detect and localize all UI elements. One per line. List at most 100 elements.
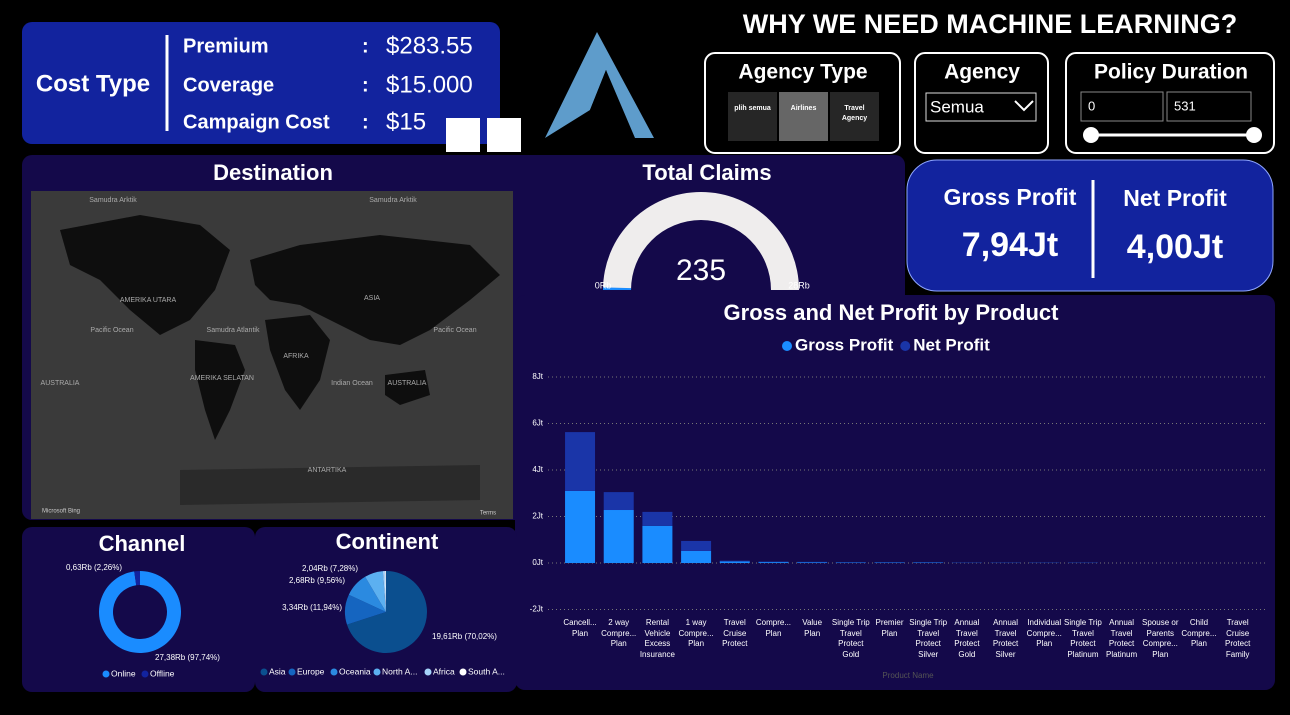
legend-label: South A... [468, 666, 505, 676]
map-label: AUSTRALIA [41, 380, 80, 387]
x-tick-label: Individual Compre... Plan [1026, 618, 1062, 648]
panel-title: Continent [336, 529, 439, 554]
y-tick-label: 0Jt [532, 558, 543, 567]
filter-option-label: Travel Agency [841, 105, 868, 122]
x-tick-label-box: Spouse or Parents Compre... Plan [1142, 618, 1179, 659]
map-label: Samudra Atlantik [207, 327, 260, 334]
x-tick-label: 1 way Compre... Plan [678, 618, 714, 648]
filter-title: Agency [944, 61, 1020, 84]
legend-marker [330, 668, 338, 676]
x-tick-label: Spouse or Parents Compre... Plan [1142, 618, 1179, 659]
cost-value: $15 [386, 108, 426, 135]
x-tick-label: Cancell... Plan [563, 618, 597, 638]
gauge-tick-label: 28Rb [788, 280, 810, 290]
bar-segment [719, 561, 750, 564]
gauge-value-label: 235 [676, 254, 726, 287]
filter-option[interactable] [728, 92, 777, 141]
x-tick-label-box: Single Trip Travel Protect Silver [909, 618, 948, 659]
legend-marker [424, 668, 432, 676]
cost-value: $283.55 [386, 32, 473, 59]
data-label: 27,38Rb (97,74%) [155, 653, 220, 662]
x-tick-label-box: Single Trip Travel Protect Gold [832, 618, 870, 659]
legend-marker [141, 670, 149, 678]
x-tick-label: Value Plan [802, 618, 823, 638]
legend-marker [900, 341, 911, 351]
panel-title: Channel [99, 531, 186, 556]
kpi-label: Gross Profit [944, 184, 1077, 210]
legend-label: Europe [297, 666, 325, 676]
slider-handle[interactable] [1083, 127, 1099, 143]
x-tick-label: Single Trip Travel Protect Platinum [1064, 618, 1102, 659]
x-tick-label-box: Annual Travel Protect Silver [993, 618, 1018, 659]
map-label: Indian Ocean [331, 380, 373, 387]
bar-segment [642, 511, 673, 526]
y-tick-label: 2Jt [532, 512, 543, 521]
filter-option[interactable] [779, 92, 828, 141]
gauge-tick-label: 0Rb [595, 280, 612, 290]
x-tick-label-box: Annual Travel Protect Platinum [1106, 618, 1138, 659]
map-label: Pacific Ocean [90, 327, 133, 334]
x-tick-label: Single Trip Travel Protect Silver [909, 618, 948, 659]
x-tick-label-box: Travel Cruise Protect Family [1225, 618, 1250, 659]
slice [346, 571, 427, 653]
bar-segment [642, 525, 673, 564]
map-label: Pacific Ocean [433, 327, 476, 334]
bar-segment [681, 540, 712, 551]
kpi-value: 7,94Jt [962, 226, 1058, 264]
x-tick-label: Annual Travel Protect Platinum [1106, 618, 1138, 659]
panel [22, 527, 255, 692]
x-tick-label: Rental Vehicle Excess Insurance [639, 618, 675, 659]
x-tick-label-box: Compre... Plan [755, 618, 792, 638]
data-label: 19,61Rb (70,02%) [432, 632, 497, 641]
slider-handle[interactable] [1246, 127, 1262, 143]
legend-label: Online [111, 668, 136, 678]
legend-marker [260, 668, 268, 676]
map-label: AUSTRALIA [388, 380, 427, 387]
data-label: 3,34Rb (11,94%) [282, 603, 342, 612]
filter-title: Agency Type [738, 61, 867, 84]
data-label: 0,63Rb (2,26%) [66, 563, 122, 572]
bar-segment [565, 490, 596, 564]
filter-option[interactable] [830, 92, 879, 141]
kpi-card [906, 159, 1274, 292]
x-tick-label-box: Annual Travel Protect Gold [954, 618, 979, 659]
legend-label: Asia [269, 666, 286, 676]
slice [345, 594, 386, 625]
x-tick-label-box: Single Trip Travel Protect Platinum [1064, 618, 1102, 659]
x-tick-label: Compre... Plan [755, 618, 792, 638]
cost-value: $15.000 [386, 71, 473, 98]
panel [515, 295, 1275, 690]
card-title: Cost Type [36, 70, 150, 97]
range-min: 0 [1088, 98, 1095, 113]
cost-label: Coverage [183, 74, 274, 96]
bar-segment [719, 560, 750, 562]
range-input[interactable] [1166, 91, 1252, 122]
panel-title: Destination [213, 160, 333, 185]
gauge-value [603, 287, 632, 290]
dropdown-value: Semua [930, 97, 984, 116]
legend-marker [373, 668, 381, 676]
map-label: Samudra Arktik [369, 197, 417, 204]
slice [134, 571, 140, 586]
y-tick-label: -2Jt [530, 605, 544, 614]
x-tick-label-box: Cancell... Plan [563, 618, 597, 638]
range-input[interactable] [1080, 91, 1164, 122]
map-label: Samudra Arktik [89, 197, 137, 204]
legend-label: North A... [382, 666, 417, 676]
cost-label: Campaign Cost [183, 111, 330, 133]
x-tick-label: Child Compre... Plan [1181, 618, 1217, 648]
data-label: 2,68Rb (9,56%) [289, 576, 345, 585]
map-label: ANTARTIKA [308, 467, 347, 474]
legend-label: Net Profit [913, 335, 990, 354]
bar-segment [565, 432, 596, 491]
map-attribution: Microsoft Bing [42, 509, 80, 515]
filter-option-label: plih semua [734, 105, 771, 112]
legend-marker [782, 341, 792, 351]
dropdown[interactable] [925, 92, 1037, 122]
slice [385, 571, 386, 612]
cost-separator: : [362, 35, 369, 57]
x-tick-label-box: Premier Plan [875, 618, 903, 638]
filter-title: Policy Duration [1094, 61, 1248, 84]
cost-card [22, 22, 500, 144]
